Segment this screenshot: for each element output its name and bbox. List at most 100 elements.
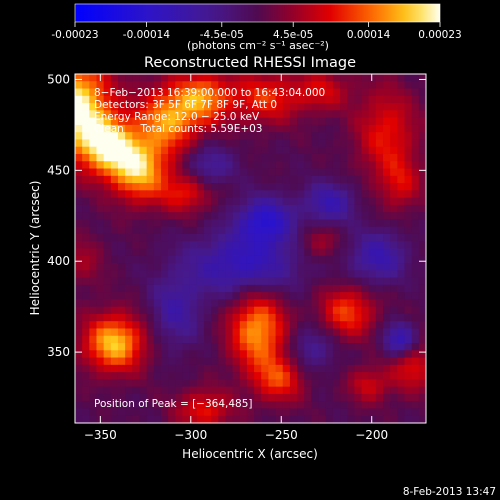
heatmap-cell — [96, 350, 105, 358]
heatmap-cell — [383, 393, 391, 402]
heatmap-cell — [411, 190, 420, 198]
heatmap-cell — [117, 241, 126, 249]
heatmap-cell — [175, 110, 183, 119]
heatmap-cell — [275, 270, 284, 278]
heatmap-cell — [390, 139, 398, 148]
heatmap-cell — [211, 372, 219, 380]
heatmap-cell — [225, 263, 233, 271]
heatmap-cell — [297, 408, 305, 417]
heatmap-cell — [318, 117, 327, 126]
heatmap-cell — [254, 255, 262, 264]
heatmap-cell — [239, 284, 248, 293]
heatmap-cell — [318, 357, 327, 366]
heatmap-cell — [254, 233, 262, 242]
heatmap-cell — [189, 306, 198, 315]
heatmap-cell — [254, 350, 262, 358]
heatmap-cell — [132, 117, 140, 126]
heatmap-cell — [117, 190, 126, 198]
heatmap-cell — [196, 74, 205, 82]
heatmap-cell — [189, 212, 198, 220]
heatmap-cell — [75, 132, 83, 140]
heatmap-cell — [139, 168, 148, 177]
heatmap-cell — [239, 299, 248, 308]
heatmap-cell — [246, 328, 255, 337]
heatmap-cell — [282, 132, 291, 140]
heatmap-cell — [203, 212, 212, 220]
heatmap-cell — [347, 335, 355, 344]
heatmap-cell — [103, 88, 112, 97]
heatmap-cell — [354, 146, 362, 155]
heatmap-cell — [268, 248, 276, 257]
heatmap-cell — [75, 212, 83, 220]
heatmap-cell — [132, 379, 140, 388]
heatmap-cell — [189, 277, 198, 286]
heatmap-cell — [232, 226, 241, 235]
heatmap-cell — [311, 153, 319, 162]
heatmap-cell — [390, 212, 398, 220]
heatmap-cell — [411, 74, 420, 82]
heatmap-cell — [275, 393, 284, 402]
heatmap-cell — [89, 197, 97, 206]
heatmap-cell — [318, 372, 327, 380]
heatmap-cell — [318, 248, 327, 257]
heatmap-cell — [254, 263, 262, 271]
heatmap-cell — [297, 153, 305, 162]
heatmap-cell — [189, 219, 198, 228]
heatmap-cell — [418, 233, 426, 242]
heatmap-cell — [117, 175, 126, 184]
heatmap-cell — [254, 183, 262, 191]
heatmap-cell — [311, 110, 319, 119]
heatmap-cell — [246, 357, 255, 366]
heatmap-cell — [75, 110, 83, 119]
heatmap-cell — [418, 95, 426, 104]
heatmap-cell — [347, 357, 355, 366]
heatmap-cell — [354, 219, 362, 228]
heatmap-cell — [232, 219, 241, 228]
heatmap-cell — [375, 161, 384, 169]
heatmap-cell — [304, 248, 312, 257]
heatmap-cell — [411, 110, 420, 119]
heatmap-cell — [196, 364, 205, 373]
heatmap-cell — [325, 219, 334, 228]
heatmap-cell — [411, 103, 420, 111]
heatmap-cell — [325, 299, 334, 308]
heatmap-cell — [325, 306, 334, 315]
heatmap-cell — [160, 255, 169, 264]
heatmap-cell — [368, 212, 377, 220]
heatmap-cell — [318, 197, 327, 206]
heatmap-cell — [332, 292, 341, 300]
heatmap-cell — [96, 379, 105, 388]
heatmap-cell — [289, 270, 298, 278]
heatmap-cell — [139, 408, 148, 417]
heatmap-cell — [203, 393, 212, 402]
heatmap-cell — [282, 270, 291, 278]
heatmap-cell — [125, 219, 133, 228]
heatmap-cell — [175, 415, 183, 423]
heatmap-cell — [261, 408, 269, 417]
heatmap-cell — [175, 335, 183, 344]
heatmap-cell — [211, 248, 219, 257]
heatmap-cell — [196, 263, 205, 271]
heatmap-cell — [218, 248, 226, 257]
heatmap-cell — [325, 284, 334, 293]
heatmap-cell — [189, 248, 198, 257]
heatmap-cell — [82, 248, 90, 257]
heatmap-cell — [311, 357, 319, 366]
heatmap-cell — [211, 350, 219, 358]
heatmap-cell — [254, 248, 262, 257]
heatmap-cell — [397, 408, 405, 417]
heatmap-cell — [332, 183, 341, 191]
heatmap-cell — [404, 284, 413, 293]
heatmap-cell — [304, 103, 312, 111]
heatmap-cell — [110, 335, 119, 344]
heatmap-cell — [132, 197, 140, 206]
heatmap-cell — [383, 313, 391, 322]
heatmap-cell — [117, 248, 126, 257]
heatmap-cell — [89, 415, 97, 423]
heatmap-cell — [232, 139, 241, 148]
heatmap-cell — [125, 124, 133, 133]
heatmap-cell — [332, 146, 341, 155]
heatmap-cell — [397, 284, 405, 293]
heatmap-cell — [132, 306, 140, 315]
heatmap-cell — [404, 313, 413, 322]
